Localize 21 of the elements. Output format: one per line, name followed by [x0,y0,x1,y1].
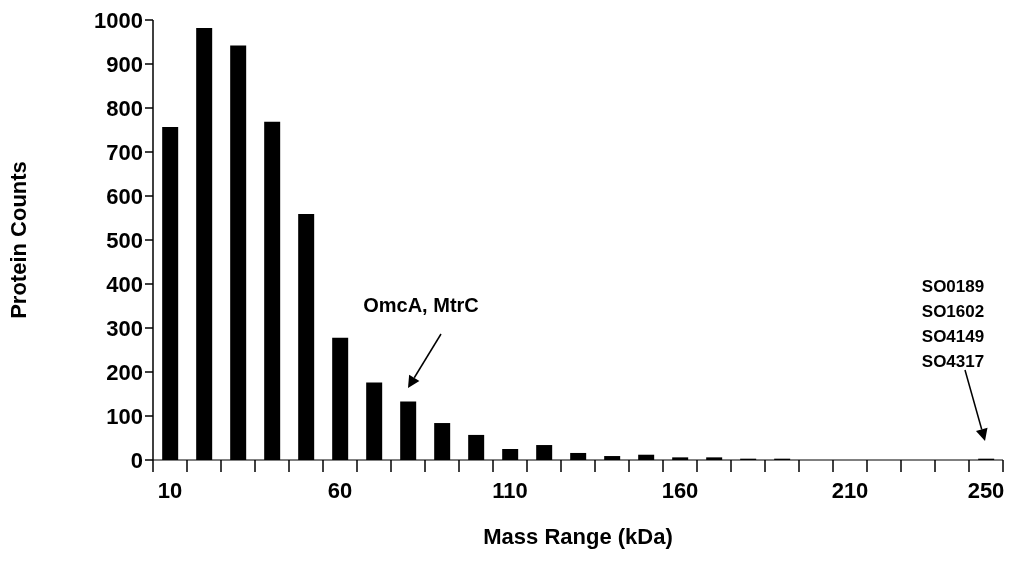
y-tick-label: 100 [106,403,143,429]
y-tick-label: 300 [106,315,143,341]
x-tick-label: 10 [157,478,183,503]
y-axis-title: Protein Counts [5,161,31,319]
y-tick-label: 500 [106,227,143,253]
y-tick-label: 400 [106,271,143,297]
x-axis-title: Mass Range (kDa) [483,524,673,549]
x-tick-label: 160 [661,478,699,503]
y-tick-label: 1000 [94,7,143,33]
y-tick-label: 900 [106,51,143,77]
x-tick-label: 110 [492,478,528,503]
y-tick-label: 800 [106,95,143,121]
y-tick-label: 200 [106,359,143,385]
x-tick-label: 60 [327,478,353,503]
x-tick-label: 210 [831,478,869,503]
x-tick-label: 250 [967,478,1005,503]
y-tick-label: 600 [106,183,143,209]
annotation: OmcA, MtrC [363,294,479,316]
y-tick-label: 0 [130,447,143,473]
annotation: SO0189 SO1602 SO4149 SO4317 [921,277,985,371]
y-tick-label: 700 [106,139,143,165]
